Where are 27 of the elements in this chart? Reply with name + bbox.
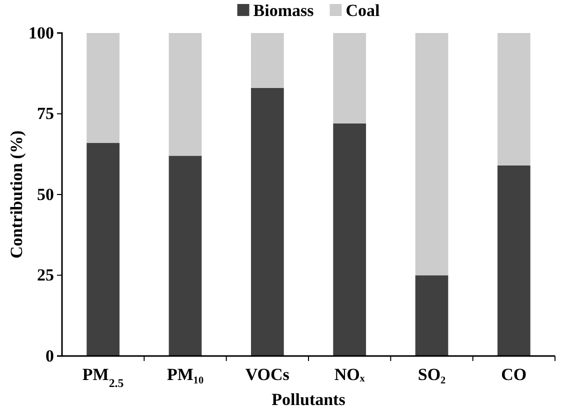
x-tick-label: PM₁₀ bbox=[166, 365, 204, 384]
bar bbox=[497, 33, 530, 166]
bar bbox=[250, 33, 284, 88]
y-axis-title: Contribution (%) bbox=[7, 130, 26, 258]
bar bbox=[333, 33, 366, 124]
x-tick-label: VOCs bbox=[245, 365, 290, 384]
bar bbox=[86, 33, 120, 143]
bar bbox=[415, 33, 448, 276]
legend-label: Coal bbox=[346, 1, 380, 20]
y-tick-label: 50 bbox=[37, 184, 54, 204]
y-tick-label: 100 bbox=[28, 23, 54, 42]
bar bbox=[333, 123, 366, 356]
bar bbox=[86, 142, 120, 356]
y-tick-label: 75 bbox=[37, 104, 54, 124]
x-tick-label: NOₓ bbox=[334, 365, 365, 384]
x-axis-title: Pollutants bbox=[272, 390, 346, 409]
x-tick-label: SO₂ bbox=[418, 365, 446, 384]
bar bbox=[497, 165, 530, 356]
x-tick-label: CO bbox=[501, 365, 527, 384]
bar bbox=[250, 88, 284, 356]
x-tick-label: PM$_{2.5}$ bbox=[82, 365, 124, 390]
bar bbox=[168, 33, 202, 156]
bar bbox=[415, 275, 448, 356]
legend-label: Biomass bbox=[253, 1, 314, 20]
y-tick-label: 25 bbox=[37, 266, 54, 285]
bar bbox=[168, 156, 202, 356]
y-tick-label: 0 bbox=[46, 346, 54, 366]
